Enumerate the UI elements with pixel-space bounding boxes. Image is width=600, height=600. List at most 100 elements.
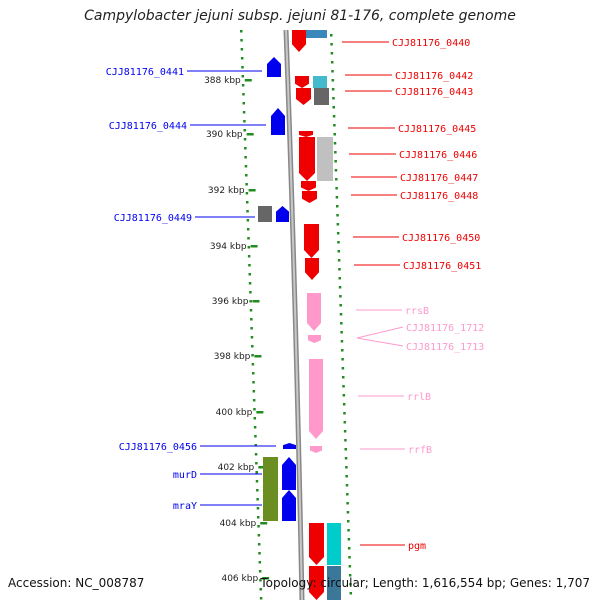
gene-mraY-arrow	[282, 490, 296, 521]
left-dotted-tick	[240, 57, 244, 60]
left-dotted-tick	[244, 156, 247, 159]
right-dotted-tick	[339, 295, 342, 298]
left-dotted-tick	[253, 408, 256, 411]
right-dotted-tick	[337, 250, 341, 253]
left-dotted-tick	[246, 210, 249, 213]
right-dotted-tick	[344, 439, 347, 442]
gene-murD-arrow	[282, 457, 296, 490]
left-dotted-tick	[246, 219, 250, 222]
left-dotted-tick	[256, 489, 259, 492]
left-dotted-tick	[241, 66, 244, 69]
left-dotted-tick	[245, 174, 248, 177]
axis-tick-label: 406 kbp	[221, 574, 258, 584]
right-dotted-tick	[340, 331, 343, 334]
axis-major-tick	[250, 245, 258, 248]
gene-label: CJJ81176_0442	[395, 71, 473, 82]
axis-major-tick	[254, 355, 262, 358]
left-dotted-tick	[242, 111, 246, 114]
right-dotted-tick	[335, 178, 338, 181]
gene-label: CJJ81176_0444	[109, 121, 187, 132]
gene-murD-olive-block	[263, 457, 278, 490]
right-dotted-tick	[347, 547, 351, 550]
left-dotted-tick	[252, 390, 256, 393]
gene-label: CJJ81176_0445	[398, 124, 476, 135]
left-dotted-tick	[241, 84, 245, 87]
gene-label: CJJ81176_0456	[119, 442, 197, 453]
axis-tick-label: 390 kbp	[206, 130, 243, 140]
left-dotted-tick	[247, 246, 251, 249]
axis-tick-label: 404 kbp	[220, 519, 257, 529]
left-dotted-tick	[258, 561, 262, 564]
left-dotted-tick	[250, 336, 254, 339]
axis-tick-label: 392 kbp	[208, 186, 245, 196]
gene-mraY-olive-block	[263, 490, 278, 521]
axis-major-tick	[248, 189, 256, 192]
gene-0446-arrow	[299, 137, 315, 181]
left-dotted-tick	[258, 552, 261, 555]
right-dotted-tick	[344, 448, 347, 451]
right-dotted-tick	[341, 349, 344, 352]
right-dotted-tick	[339, 313, 343, 316]
gene-label: CJJ81176_0451	[403, 261, 481, 272]
left-dotted-tick	[254, 435, 257, 438]
left-dotted-tick	[248, 264, 251, 267]
gene-0441-arrow	[267, 57, 281, 77]
right-dotted-tick	[341, 367, 345, 370]
left-dotted-tick	[245, 183, 248, 186]
left-dotted-tick	[259, 579, 262, 582]
left-dotted-tick	[253, 417, 257, 420]
left-dotted-tick	[240, 30, 243, 33]
right-dotted-tick	[345, 466, 348, 469]
gene-0440-arrow	[292, 30, 306, 52]
gene-label: CJJ81176_0450	[402, 233, 480, 244]
right-dotted-tick	[335, 187, 338, 190]
right-dotted-tick	[343, 430, 347, 433]
left-dotted-tick	[248, 282, 252, 285]
gene-label: CJJ81176_1712	[406, 323, 484, 334]
axis-tick-label: 394 kbp	[210, 242, 247, 252]
gene-0445-arrow	[299, 131, 313, 137]
gene-0442-arrow	[295, 76, 309, 88]
gene-0443-arrow	[296, 88, 311, 105]
gene-0450-arrow	[304, 224, 319, 258]
axis-tick-label: 396 kbp	[212, 297, 249, 307]
gene-pgm-arrow	[309, 523, 324, 565]
left-dotted-tick	[255, 471, 258, 474]
right-dotted-tick	[337, 241, 340, 244]
right-dotted-tick	[333, 124, 336, 127]
right-dotted-tick	[345, 475, 348, 478]
left-dotted-tick	[255, 480, 259, 483]
left-dotted-tick	[245, 192, 249, 195]
right-dotted-tick	[336, 223, 340, 226]
right-dotted-tick	[345, 484, 349, 487]
label-leader	[356, 326, 404, 339]
left-dotted-tick	[251, 354, 254, 357]
right-dotted-tick	[342, 403, 346, 406]
left-dotted-tick	[247, 237, 250, 240]
gene-0442-cyan-block	[313, 76, 327, 88]
axis-tick-label: 400 kbp	[216, 408, 253, 418]
right-dotted-tick	[330, 34, 333, 37]
right-dotted-tick	[332, 106, 336, 109]
axis-tick-label: 388 kbp	[204, 76, 241, 86]
rna-1712-arrow	[308, 335, 321, 343]
gene-label: CJJ81176_0441	[106, 67, 184, 78]
left-dotted-tick	[257, 525, 260, 528]
left-dotted-tick	[256, 507, 260, 510]
right-dotted-tick	[348, 574, 352, 577]
gene-label: CJJ81176_0447	[400, 173, 478, 184]
left-dotted-tick	[240, 48, 244, 51]
right-dotted-tick	[331, 70, 334, 73]
gene-label: rrfB	[408, 445, 432, 456]
left-dotted-tick	[254, 453, 258, 456]
gene-bottom-arrow	[309, 566, 324, 600]
gene-0448-arrow	[302, 191, 317, 203]
right-dotted-tick	[330, 43, 333, 46]
right-dotted-tick	[332, 97, 335, 100]
right-dotted-tick	[348, 556, 351, 559]
left-dotted-tick	[249, 300, 252, 303]
right-dotted-tick	[332, 115, 336, 118]
axis-major-tick	[246, 133, 254, 136]
right-dotted-tick	[335, 196, 339, 199]
